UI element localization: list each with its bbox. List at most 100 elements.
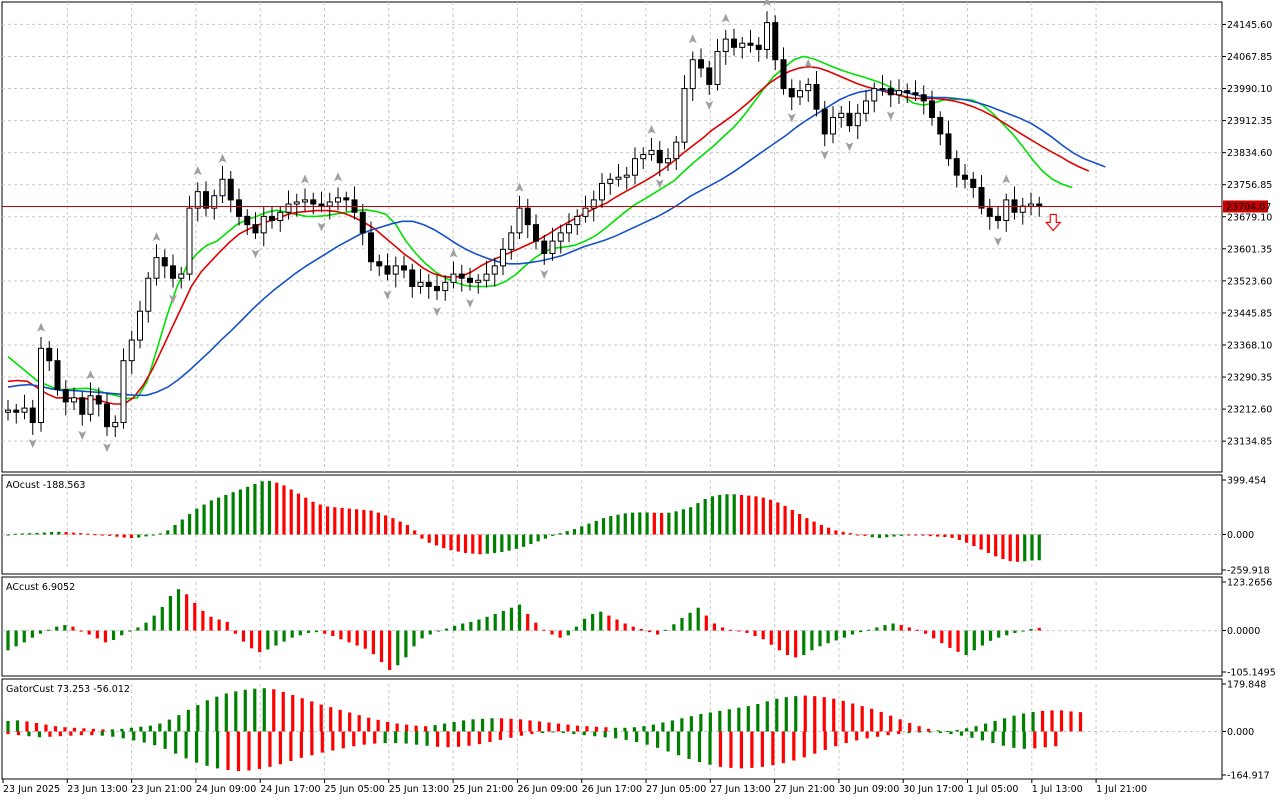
fractal-up-icon [515,182,524,192]
histogram-bar [384,515,388,535]
x-tick-label: 23 Jun 2025 [3,784,60,795]
gator-lower-bar [467,731,471,746]
gator-upper-bar [860,706,864,732]
histogram-bar [391,518,395,535]
histogram-bar [501,610,505,631]
histogram-bar [580,526,584,535]
gator-title: GatorCust 73.253 -56.012 [6,684,130,695]
gator-lower-bar [236,731,241,772]
gator-upper-bar [537,721,542,732]
histogram-bar [71,532,75,535]
histogram-bar [656,630,660,635]
candle [797,80,803,106]
histogram-bar [420,534,424,539]
gator-upper-bar [129,727,133,732]
fractal-down-icon [466,298,474,308]
gator-upper-bar [234,691,238,732]
candle [211,189,218,220]
gator-lower-bar [289,731,293,762]
gator-upper-bar [604,727,608,732]
y-tick-label: 399.454 [1227,476,1266,487]
gator-lower-bar [530,731,534,735]
candle [442,275,449,301]
histogram-bar [761,630,765,640]
candle [871,82,878,113]
gator-axis: 179.848 0.000 -164.917 [1222,680,1270,782]
gator-upper-bar [148,725,152,732]
histogram-bar [176,589,181,631]
histogram-bar [120,630,124,636]
gator-lower-bar [257,731,262,769]
histogram-bar [13,533,17,535]
histogram-bar [812,521,816,535]
main-pane[interactable]: 24145.60 24067.85 23990.10 23912.35 23834.60… [1,0,1272,473]
gator-pane[interactable]: 179.848 0.000 -164.917 GatorCust 73.253 -5… [1,678,1270,782]
gator-lower-bar [153,731,157,746]
histogram-bar [282,485,286,535]
ac-title: ACcust 6.9052 [6,582,75,593]
fractal-down-icon [787,113,796,123]
histogram-bar [950,534,954,538]
gator-upper-bar [699,714,703,732]
x-tick-label: 26 Jun 17:00 [582,784,642,795]
price-axis[interactable]: 24145.60 24067.85 23990.10 23912.35 23834.60… [1222,20,1272,448]
gator-upper-bar [120,728,124,732]
histogram-bar [777,630,782,651]
gator-lower-bar [551,731,555,733]
histogram-bar [591,614,595,631]
gator-upper-bar [348,712,352,732]
histogram-bar [710,496,715,535]
histogram-bar [369,510,373,535]
histogram-bar [639,628,643,631]
histogram-bar [144,534,148,537]
gator-upper-bar [110,729,115,732]
gator-upper-bar [196,705,200,732]
gator-upper-bar [708,712,712,732]
histogram-bar [899,625,903,631]
gator-lower-bar [823,731,827,750]
candle [788,79,795,111]
histogram-bar [231,492,235,535]
candle [359,204,366,246]
histogram-bar [318,504,322,535]
gator-upper-bar [718,710,722,732]
ac-pane[interactable]: 123.2656 0.0000 -105.1495 ACcust 6.9052 [1,576,1276,679]
histogram-bar [891,623,895,631]
candle [21,394,28,420]
ao-axis: 399.454 0.000 -259.918 [1222,476,1270,577]
gator-upper-bar [300,698,304,732]
candle [722,29,729,65]
y-tick-label: 23134.85 [1227,437,1272,448]
histogram-bar [875,627,879,631]
fractal-up-icon [688,34,697,44]
candle [821,100,828,147]
fractal-down-icon [169,294,177,304]
candle [533,214,539,250]
histogram-bar [994,534,998,557]
histogram-bar [225,621,229,631]
histogram-bar [652,512,656,535]
gator-lower-bar [163,731,167,749]
gator-upper-bar [1021,713,1026,732]
histogram-bar [674,511,678,535]
histogram-bar [290,630,294,638]
gator-lower-bar [844,731,848,744]
histogram-bar [339,630,343,640]
candle [483,260,490,288]
histogram-bar [737,630,741,632]
candle [879,75,886,96]
time-axis[interactable]: 23 Jun 2025 23 Jun 13:00 23 Jun 21:00 24 Ju… [2,779,1147,795]
x-tick-label: 30 Jun 09:00 [839,784,899,795]
gator-lower-bar [666,731,670,752]
candle [599,173,605,209]
gator-upper-bar [898,719,902,732]
histogram-bar [972,630,976,651]
candle [805,78,812,102]
histogram-bar [522,534,526,547]
gator-lower-bar [896,731,901,735]
ao-pane[interactable]: 399.454 0.000 -259.918 AOcust -188.563 [1,474,1270,577]
histogram-bar [282,630,286,642]
x-tick-label: 1 Jul 05:00 [968,784,1019,795]
y-tick-label: 23212.60 [1227,405,1272,416]
